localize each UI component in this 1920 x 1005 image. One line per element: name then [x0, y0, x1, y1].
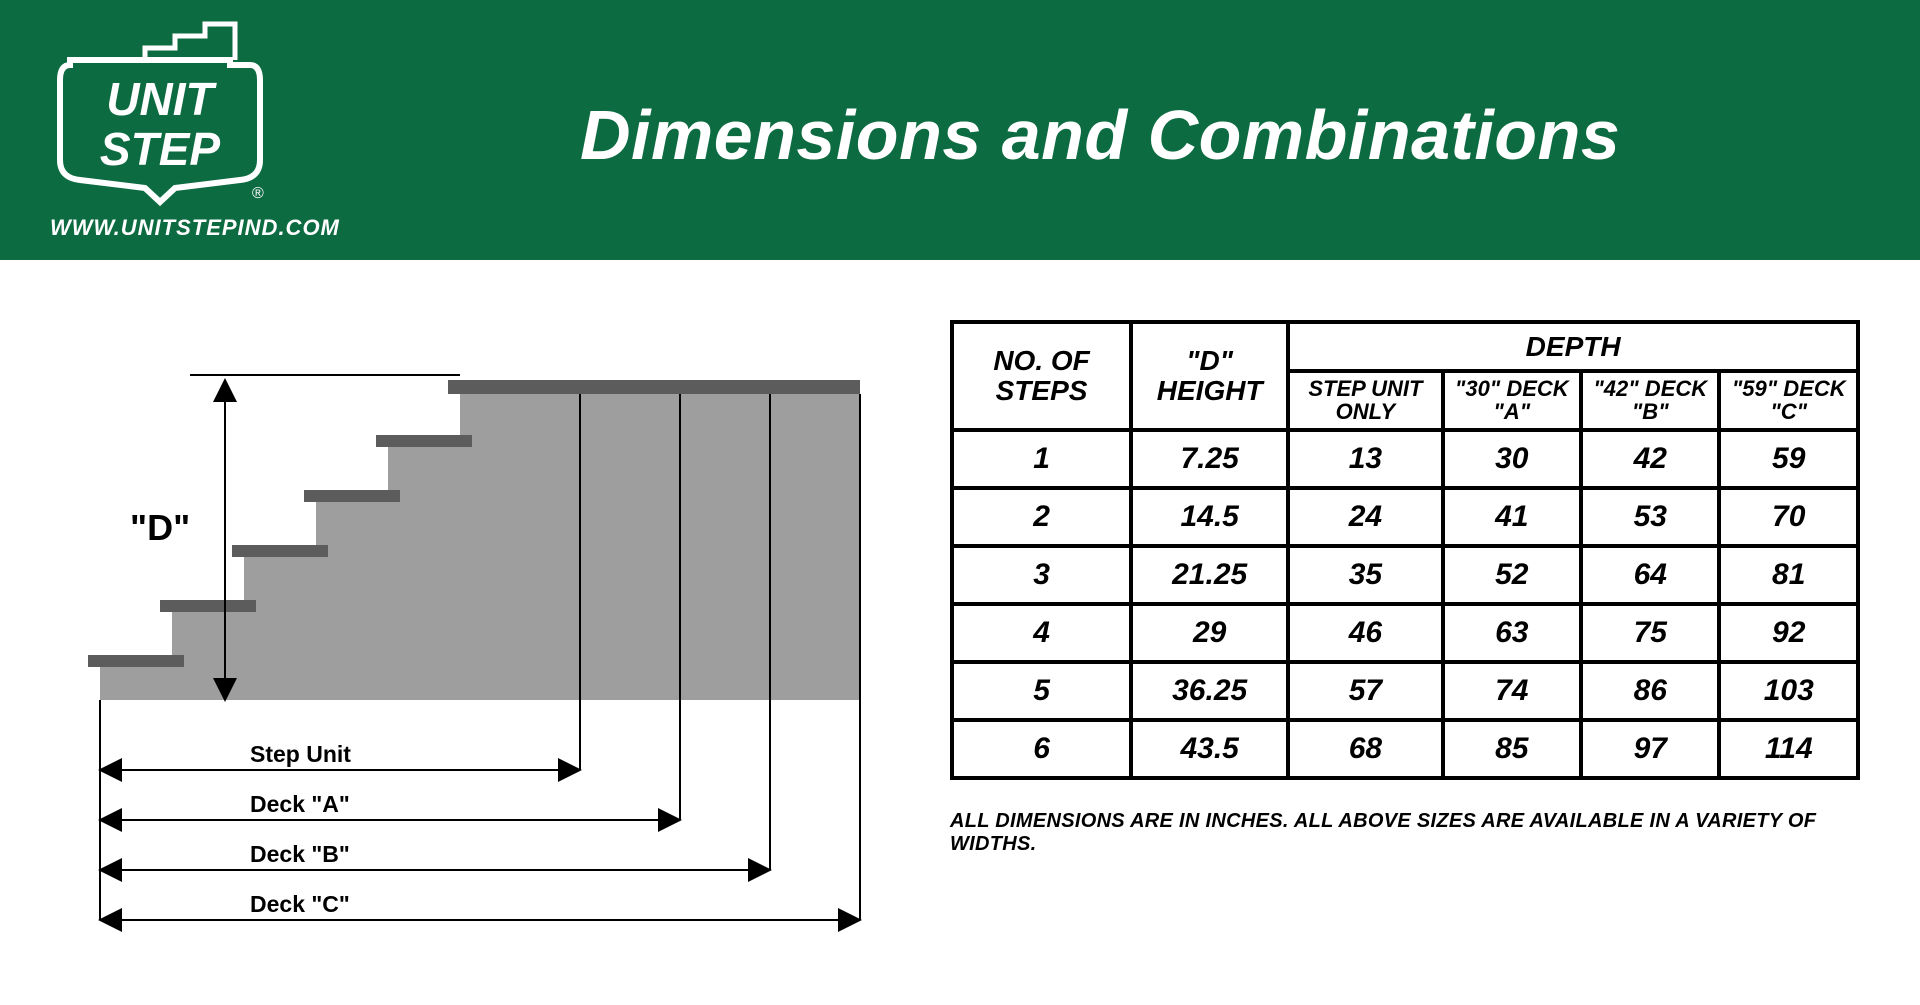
- table-cell: 68: [1288, 720, 1442, 778]
- table-row: 643.5688597114: [952, 720, 1858, 778]
- col-d-height: "D" HEIGHT: [1131, 322, 1288, 430]
- table-cell: 57: [1288, 662, 1442, 720]
- table-row: 17.2513304259: [952, 430, 1858, 488]
- dimensions-table-wrap: NO. OF STEPS "D" HEIGHT DEPTH STEP UNIT …: [950, 320, 1860, 960]
- table-cell: 46: [1288, 604, 1442, 662]
- table-cell: 52: [1443, 546, 1581, 604]
- table-row: 536.25577486103: [952, 662, 1858, 720]
- table-cell: 5: [952, 662, 1131, 720]
- col-no-steps: NO. OF STEPS: [952, 322, 1131, 430]
- table-cell: 4: [952, 604, 1131, 662]
- table-cell: 3: [952, 546, 1131, 604]
- table-cell: 53: [1581, 488, 1719, 546]
- depth-label-step-unit: Step Unit: [250, 741, 351, 767]
- col-step-unit-only: STEP UNIT ONLY: [1288, 371, 1442, 429]
- table-cell: 103: [1719, 662, 1858, 720]
- table-cell: 21.25: [1131, 546, 1288, 604]
- d-height-label: "D": [130, 507, 190, 548]
- dimensions-table: NO. OF STEPS "D" HEIGHT DEPTH STEP UNIT …: [950, 320, 1860, 780]
- table-cell: 92: [1719, 604, 1858, 662]
- table-cell: 1: [952, 430, 1131, 488]
- content-area: "D" Step Unit Deck "A" Deck "B" Deck "C"…: [0, 260, 1920, 1000]
- table-cell: 64: [1581, 546, 1719, 604]
- table-cell: 43.5: [1131, 720, 1288, 778]
- table-cell: 114: [1719, 720, 1858, 778]
- col-deck-a: "30" DECK "A": [1443, 371, 1581, 429]
- table-cell: 97: [1581, 720, 1719, 778]
- table-cell: 85: [1443, 720, 1581, 778]
- table-cell: 42: [1581, 430, 1719, 488]
- table-cell: 86: [1581, 662, 1719, 720]
- table-row: 321.2535526481: [952, 546, 1858, 604]
- table-cell: 59: [1719, 430, 1858, 488]
- table-cell: 81: [1719, 546, 1858, 604]
- header-banner: UNIT STEP ® WWW.UNITSTEPIND.COM Dimensio…: [0, 0, 1920, 260]
- table-cell: 35: [1288, 546, 1442, 604]
- depth-label-deck-a: Deck "A": [250, 791, 350, 817]
- col-depth-group: DEPTH: [1288, 322, 1858, 371]
- table-cell: 24: [1288, 488, 1442, 546]
- svg-text:®: ®: [252, 185, 264, 202]
- table-cell: 13: [1288, 430, 1442, 488]
- depth-label-deck-c: Deck "C": [250, 891, 350, 917]
- table-cell: 14.5: [1131, 488, 1288, 546]
- table-cell: 75: [1581, 604, 1719, 662]
- page-title: Dimensions and Combinations: [580, 95, 1620, 175]
- table-cell: 29: [1131, 604, 1288, 662]
- col-deck-c: "59" DECK "C": [1719, 371, 1858, 429]
- table-cell: 41: [1443, 488, 1581, 546]
- table-cell: 74: [1443, 662, 1581, 720]
- table-cell: 70: [1719, 488, 1858, 546]
- step-diagram: "D" Step Unit Deck "A" Deck "B" Deck "C": [60, 320, 870, 960]
- table-cell: 30: [1443, 430, 1581, 488]
- depth-label-deck-b: Deck "B": [250, 841, 350, 867]
- website-url: WWW.UNITSTEPIND.COM: [50, 215, 340, 241]
- table-cell: 63: [1443, 604, 1581, 662]
- brand-text-2: STEP: [100, 123, 220, 175]
- table-cell: 7.25: [1131, 430, 1288, 488]
- footnote-text: ALL DIMENSIONS ARE IN INCHES. ALL ABOVE …: [950, 810, 1860, 856]
- table-cell: 36.25: [1131, 662, 1288, 720]
- table-row: 214.524415370: [952, 488, 1858, 546]
- table-cell: 2: [952, 488, 1131, 546]
- brand-text-1: UNIT: [106, 73, 217, 125]
- table-row: 42946637592: [952, 604, 1858, 662]
- brand-logo: UNIT STEP ®: [50, 20, 270, 215]
- table-cell: 6: [952, 720, 1131, 778]
- col-deck-b: "42" DECK "B": [1581, 371, 1719, 429]
